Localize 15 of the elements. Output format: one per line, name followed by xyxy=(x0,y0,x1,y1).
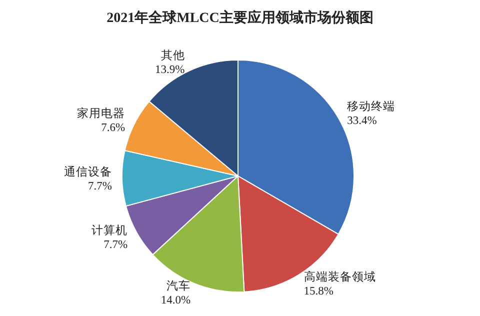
data-label: 33.4% xyxy=(347,115,378,128)
slice-label: 家用电器 xyxy=(77,106,126,120)
slice-label: 高端装备领域 xyxy=(304,269,376,284)
slice-label: 计算机 xyxy=(92,224,128,237)
data-label: 13.9% xyxy=(155,64,186,76)
slice-label: 汽车 xyxy=(166,278,191,293)
slice-label: 其他 xyxy=(160,48,185,62)
data-label: 7.7% xyxy=(88,180,112,193)
slice-label: 移动终端 xyxy=(347,100,396,114)
slice-label: 通信设备 xyxy=(64,166,112,179)
chart-title: 2021年全球MLCC主要应用领域市场份额图 xyxy=(106,9,374,26)
data-label: 14.0% xyxy=(160,294,191,307)
data-label: 15.8% xyxy=(304,285,334,298)
data-label: 7.6% xyxy=(101,122,126,134)
data-label: 7.7% xyxy=(104,238,128,251)
